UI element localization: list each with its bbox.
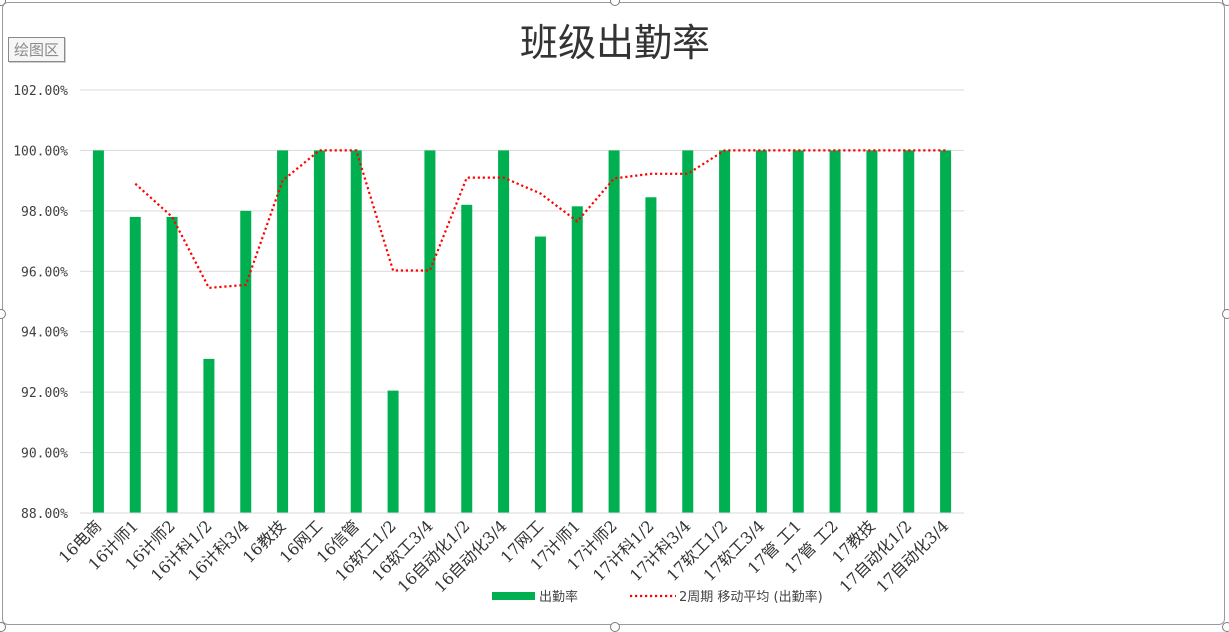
y-tick-label: 92.00% bbox=[21, 386, 68, 401]
bar bbox=[277, 150, 289, 513]
bar bbox=[350, 150, 362, 513]
gridlines bbox=[80, 89, 964, 454]
legend-bar-label: 出勤率 bbox=[539, 589, 578, 605]
bar bbox=[829, 150, 841, 513]
y-tick-label: 94.00% bbox=[21, 326, 68, 341]
bar bbox=[129, 216, 141, 513]
moving-average-trendline bbox=[134, 149, 946, 290]
bar bbox=[387, 390, 399, 513]
x-axis-tick-labels: 16电商16计师116计师216计科1/216计科3/416教技16网工16信管… bbox=[55, 516, 953, 596]
bar bbox=[534, 236, 546, 513]
y-tick-label: 88.00% bbox=[21, 507, 68, 522]
bar bbox=[866, 150, 878, 513]
bar bbox=[424, 150, 436, 513]
bar bbox=[903, 150, 915, 513]
bar bbox=[719, 150, 731, 513]
bar bbox=[166, 216, 178, 513]
bar bbox=[240, 210, 252, 513]
resize-handle-middle-left[interactable] bbox=[0, 309, 6, 319]
bar bbox=[313, 150, 325, 513]
plot-area-tooltip: 绘图区 bbox=[8, 37, 66, 62]
chart-title: 班级出勤率 bbox=[520, 21, 710, 65]
resize-handle-top-right[interactable] bbox=[1222, 0, 1229, 6]
bar bbox=[792, 150, 804, 513]
y-tick-label: 98.00% bbox=[21, 205, 68, 220]
bar bbox=[682, 150, 694, 513]
bar bbox=[498, 150, 510, 513]
y-axis-tick-labels: 88.00% 90.00% 92.00% 94.00% 96.00% 98.00% 100.… bbox=[13, 84, 68, 522]
bar-series bbox=[92, 150, 952, 514]
bar bbox=[461, 204, 473, 514]
bar bbox=[608, 150, 620, 513]
legend-bar-swatch bbox=[492, 592, 535, 600]
bar bbox=[571, 206, 583, 513]
resize-handle-top-center[interactable] bbox=[610, 0, 620, 6]
y-tick-label: 100.00% bbox=[13, 144, 68, 159]
bar bbox=[940, 150, 952, 513]
bar bbox=[645, 197, 657, 513]
bar bbox=[203, 358, 215, 513]
y-tick-label: 96.00% bbox=[21, 265, 68, 280]
resize-handle-top-left[interactable] bbox=[0, 0, 6, 6]
y-tick-label: 90.00% bbox=[21, 447, 68, 462]
resize-handle-middle-right[interactable] bbox=[1222, 309, 1229, 319]
legend: 出勤率 2周期 移动平均 (出勤率) bbox=[492, 589, 823, 605]
y-tick-label: 102.00% bbox=[13, 84, 68, 99]
legend-line-label: 2周期 移动平均 (出勤率) bbox=[679, 589, 823, 605]
bar bbox=[92, 150, 104, 513]
bar bbox=[755, 150, 767, 513]
